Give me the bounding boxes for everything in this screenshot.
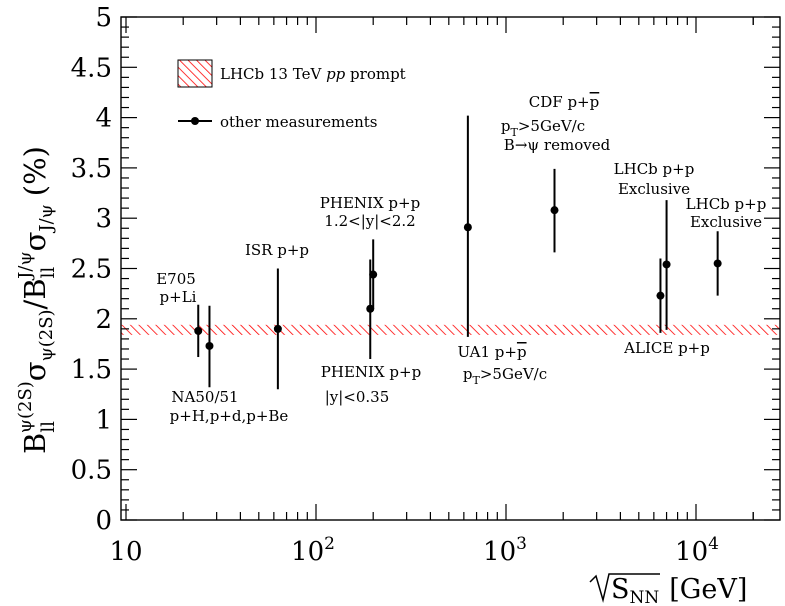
point-marker (369, 270, 378, 279)
x-axis-title: SNN [GeV] (589, 573, 747, 606)
data-points (194, 115, 722, 390)
data-point (662, 200, 671, 330)
point-marker (656, 291, 665, 300)
lhcb-13tev-band (121, 324, 780, 335)
y-tick-labels: 0 0.5 1 1.5 2 2.5 3 3.5 4 4.5 5 (71, 3, 112, 536)
annotation-alice: ALICE p+p (623, 339, 710, 357)
y-tick-label: 4.5 (71, 53, 112, 83)
data-point (369, 239, 378, 309)
axis-ticks (121, 16, 780, 521)
x-tick-labels: 10 102 103 104 (109, 534, 719, 567)
legend: LHCb 13 TeV pp prompt other measurements (177, 59, 406, 131)
annotation-isr: ISR p+p (245, 241, 309, 259)
annotation-lhcb-7: LHCb p+p Exclusive (614, 160, 695, 198)
y-tick-label: 2 (95, 305, 112, 335)
legend-band-label: LHCb 13 TeV pp prompt (220, 65, 406, 83)
point-marker (713, 259, 722, 268)
annotation-cdf: CDF p+p pT>5GeV/c B→ψ removed (501, 93, 611, 154)
point-marker (550, 206, 559, 215)
annotation-phenix-fwd: PHENIX p+p 1.2<|y|<2.2 (320, 194, 420, 230)
annotation-lhcb-13: LHCb p+p Exclusive (686, 195, 767, 231)
y-tick-label: 2.5 (71, 255, 112, 285)
annotation-e705: E705 p+Li (156, 270, 196, 306)
point-marker (662, 260, 671, 269)
annotation-na50: NA50/51 p+H,p+d,p+Be (170, 388, 289, 425)
data-point (205, 305, 214, 388)
data-point (273, 268, 282, 390)
x-tick-label-100: 102 (291, 534, 335, 567)
y-tick-label: 5 (95, 3, 112, 33)
plot-frame (120, 16, 781, 521)
data-point (656, 258, 665, 333)
y-tick-label: 3.5 (71, 154, 112, 184)
data-point (713, 231, 722, 296)
y-tick-label: 0 (95, 506, 112, 536)
svg-text:Bllψ(2S)σψ(2S)/BllJ/ψσJ/ψ(%): Bllψ(2S)σψ(2S)/BllJ/ψσJ/ψ(%) (15, 146, 59, 454)
data-point (463, 115, 472, 337)
y-tick-label: 1 (95, 405, 112, 435)
data-point (194, 304, 203, 358)
y-tick-label: 1.5 (71, 355, 112, 385)
y-tick-label: 3 (95, 204, 112, 234)
x-tick-label-1000: 103 (483, 534, 527, 567)
x-tick-label-10000: 104 (675, 534, 719, 567)
y-axis-title: Bllψ(2S)σψ(2S)/BllJ/ψσJ/ψ(%) (15, 146, 59, 454)
data-point (550, 168, 559, 253)
point-marker (194, 326, 203, 335)
point-marker (205, 341, 214, 350)
legend-band-marker (177, 59, 213, 88)
annotations: E705 p+Li NA50/51 p+H,p+d,p+Be ISR p+p PHE… (156, 93, 766, 425)
svg-text:SNN[GeV]: SNN [GeV] (611, 574, 747, 606)
annotation-ua1: UA1 p+p pT>5GeV/c (457, 343, 547, 387)
y-tick-label: 0.5 (71, 456, 112, 486)
legend-points-label: other measurements (220, 113, 377, 131)
annotation-phenix-mid: PHENIX p+p |y|<0.35 (321, 363, 421, 406)
x-tick-label-10: 10 (109, 537, 142, 567)
point-marker (273, 324, 282, 333)
y-tick-label: 4 (95, 104, 112, 134)
point-marker (463, 223, 472, 232)
